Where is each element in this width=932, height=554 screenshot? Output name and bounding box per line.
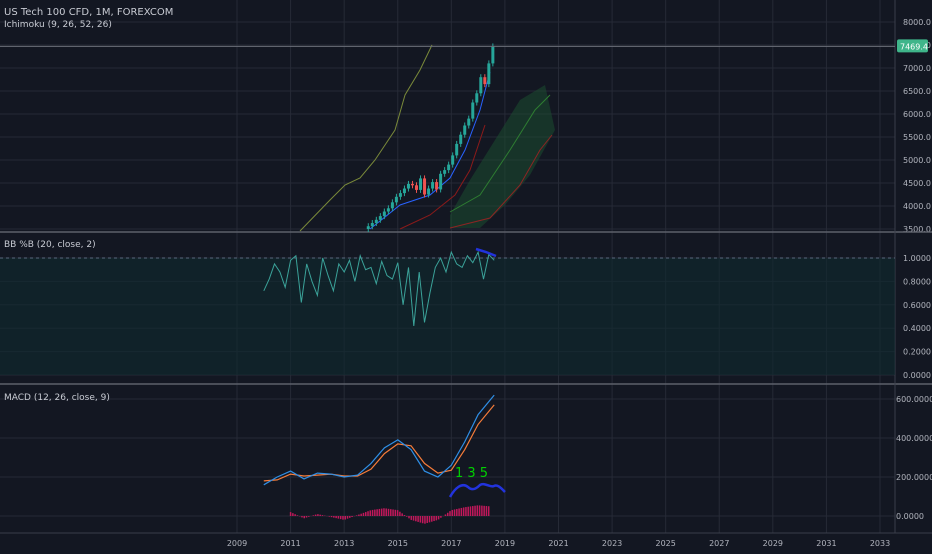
candle-body bbox=[366, 226, 370, 229]
ichimoku-span-b bbox=[449, 134, 553, 229]
time-tick-label: 2023 bbox=[602, 539, 622, 548]
candle-body bbox=[370, 223, 374, 227]
candle-body bbox=[487, 63, 491, 85]
bbpb-tick-label: 0.4000 bbox=[903, 324, 931, 333]
bbpb-line bbox=[263, 250, 495, 326]
macd-tick-label: 200.0000 bbox=[896, 473, 932, 482]
bbpb-tick-label: 0.0000 bbox=[903, 371, 931, 380]
candle-body bbox=[467, 118, 471, 126]
macd-line bbox=[263, 394, 495, 486]
candle-body bbox=[483, 77, 487, 85]
candle-body bbox=[439, 173, 443, 190]
time-tick-label: 2021 bbox=[548, 539, 568, 548]
ichimoku-lagging-span bbox=[299, 44, 433, 232]
candle-body bbox=[443, 170, 447, 174]
time-tick-label: 2019 bbox=[495, 539, 515, 548]
ichimoku-conversion-line bbox=[399, 124, 486, 230]
time-tick-label: 2029 bbox=[763, 539, 783, 548]
macd-signal-line bbox=[263, 404, 495, 482]
bbpb-tick-label: 0.6000 bbox=[903, 301, 931, 310]
time-tick-label: 2033 bbox=[870, 539, 890, 548]
macd-tick-label: 600.0000 bbox=[896, 395, 932, 404]
price-tick-label: 4000.0 bbox=[903, 202, 931, 211]
bbpb-drawn-line bbox=[475, 247, 497, 258]
candle-body bbox=[491, 46, 495, 64]
ichimoku-base-line bbox=[369, 71, 491, 230]
candle-body bbox=[419, 178, 423, 190]
candle-body bbox=[423, 178, 427, 195]
candle-body bbox=[386, 208, 390, 212]
time-tick-label: 2011 bbox=[280, 539, 300, 548]
candle-body bbox=[459, 134, 463, 144]
candle-body bbox=[382, 211, 386, 217]
macd-drawn-wave bbox=[448, 482, 506, 498]
macd-legend[interactable]: MACD (12, 26, close, 9) bbox=[4, 393, 110, 403]
price-tick-label: 5500.0 bbox=[903, 133, 931, 142]
candle-body bbox=[455, 143, 459, 156]
last-price-badge bbox=[897, 39, 928, 53]
candle-body bbox=[471, 102, 475, 119]
candle-body bbox=[398, 193, 402, 197]
ichimoku-legend[interactable]: Ichimoku (9, 26, 52, 26) bbox=[4, 20, 112, 30]
price-tick-label: 8000.0 bbox=[903, 18, 931, 27]
price-tick-label: 6000.0 bbox=[903, 110, 931, 119]
candle-body bbox=[390, 202, 394, 209]
candle-body bbox=[475, 93, 479, 103]
candle-body bbox=[415, 185, 419, 190]
macd-tick-label: 0.0000 bbox=[896, 512, 924, 521]
time-tick-label: 2013 bbox=[334, 539, 354, 548]
candle-body bbox=[463, 125, 467, 135]
candle-body bbox=[402, 188, 406, 194]
bbpb-tick-label: 1.0000 bbox=[903, 254, 931, 263]
candle-body bbox=[378, 216, 382, 220]
price-tick-label: 7000.0 bbox=[903, 64, 931, 73]
bbpb-tick-label: 0.8000 bbox=[903, 277, 931, 286]
time-tick-label: 2027 bbox=[709, 539, 729, 548]
time-tick-label: 2017 bbox=[441, 539, 461, 548]
candle-body bbox=[451, 155, 455, 165]
price-tick-label: 6500.0 bbox=[903, 87, 931, 96]
last-price-label: 7469.4 bbox=[900, 42, 928, 51]
candle-body bbox=[427, 188, 431, 195]
time-tick-label: 2025 bbox=[655, 539, 675, 548]
symbol-title: US Tech 100 CFD, 1M, FOREXCOM bbox=[4, 7, 174, 18]
candle-body bbox=[435, 182, 439, 190]
bbpb-legend[interactable]: BB %B (20, close, 2) bbox=[4, 240, 96, 250]
time-tick-label: 2031 bbox=[816, 539, 836, 548]
candle-body bbox=[410, 183, 414, 186]
macd-tick-label: 400.0000 bbox=[896, 434, 932, 443]
candle-body bbox=[374, 219, 378, 224]
time-tick-label: 2015 bbox=[388, 539, 408, 548]
ichimoku-span-a bbox=[449, 94, 551, 213]
candle-body bbox=[394, 196, 398, 203]
wave-count-annotation: 1 3 5 bbox=[455, 466, 488, 481]
price-tick-label: 5000.0 bbox=[903, 156, 931, 165]
price-tick-label: 3500.0 bbox=[903, 225, 931, 234]
bbpb-band bbox=[0, 258, 895, 375]
bbpb-tick-label: 0.2000 bbox=[903, 348, 931, 357]
candle-body bbox=[431, 182, 435, 189]
candle-body bbox=[447, 164, 451, 171]
candle-body bbox=[479, 77, 483, 94]
time-tick-label: 2009 bbox=[227, 539, 247, 548]
price-tick-label: 4500.0 bbox=[903, 179, 931, 188]
candle-body bbox=[406, 183, 410, 189]
